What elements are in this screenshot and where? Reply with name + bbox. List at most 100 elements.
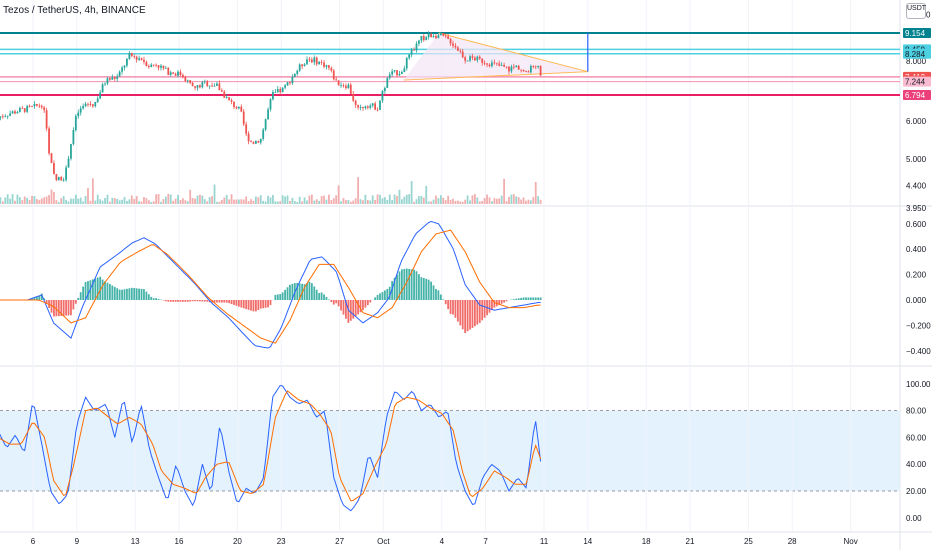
volume-bar [304,197,306,204]
volume-bar [321,196,323,204]
candle-body [72,130,74,144]
candle-body [206,81,208,86]
volume-bar [396,196,398,204]
macd-histogram-bar [382,292,384,300]
macd-histogram-bar [418,274,420,300]
candle-body [253,142,255,144]
candle-body [141,58,143,60]
candle-body [316,58,318,65]
candle-body [537,66,539,67]
macd-histogram-bar [501,300,503,304]
candle-body [214,86,216,87]
candle-body [284,85,286,87]
volume-bar [391,200,393,204]
volume-bar [306,201,308,204]
volume-bar [452,199,454,204]
time-tick-label: 14 [583,537,592,546]
price-badge-label: 9.154 [905,29,926,38]
macd-histogram-bar [75,300,77,304]
candle-body [231,100,233,102]
candle-body [301,64,303,66]
volume-bar [36,199,38,204]
macd-histogram-bar [435,289,437,300]
volume-bar [316,199,318,204]
macd-histogram-bar [484,300,486,318]
candle-body [124,66,126,68]
volume-bar [313,201,315,204]
macd-histogram-bar [408,269,410,300]
macd-histogram-bar [503,300,505,303]
triangle-pattern[interactable] [404,33,588,80]
candle-body [143,60,145,62]
candle-body [496,63,498,64]
candle-body [38,106,40,107]
candle-body [133,56,135,57]
macd-histogram-bar [374,297,376,300]
volume-bar [75,195,77,204]
candle-body [345,86,347,88]
macd-histogram-bar [530,297,532,300]
macd-histogram-bar [464,300,466,333]
macd-histogram-bar [323,294,325,300]
candle-body [291,77,293,83]
volume-bar [72,199,74,204]
candle-body [114,77,116,79]
macd-histogram-bar [136,288,138,300]
candle-body [201,82,203,87]
volume-bar [267,196,269,204]
candle-body [197,85,199,88]
macd-histogram-bar [180,300,182,302]
macd-histogram-bar [240,300,242,308]
macd-histogram-bar [455,300,457,318]
macd-histogram-bar [150,297,152,300]
volume-bar [357,177,359,204]
volume-bar [537,196,539,204]
volume-bar [323,196,325,204]
macd-histogram-bar [243,300,245,308]
volume-bar [515,196,517,204]
volume-bar [362,200,364,204]
candle-body [265,119,267,129]
macd-tick-label: 0.400 [906,245,927,254]
macd-histogram-bar [104,281,106,300]
volume-bar [262,201,264,204]
candle-body [53,163,55,174]
candle-body [491,62,493,66]
macd-histogram-bar [525,297,527,300]
candle-body [92,104,94,106]
candle-body [323,63,325,67]
candle-body [340,85,342,86]
signal-line [0,230,541,343]
macd-histogram-bar [141,289,143,300]
macd-histogram-bar [481,300,483,320]
price-scale[interactable]: 10.0008.0006.0005.0004.4003.9500.6000.40… [906,11,931,523]
macd-tick-label: 0.200 [906,271,927,280]
time-tick-label: Nov [843,537,857,546]
macd-histogram-bar [513,299,515,300]
volume-bar [525,201,527,204]
candle-body [46,110,48,128]
candle-body [131,53,133,56]
macd-histogram-bar [335,300,337,303]
candle-body [411,50,413,55]
currency-button[interactable]: USDT [906,3,926,19]
volume-bar [506,201,508,204]
candle-body [29,106,31,107]
candle-body [532,66,534,67]
volume-bar [170,194,172,204]
macd-histogram-bar [447,300,449,309]
macd-histogram-bar [287,287,289,300]
candle-body [435,36,437,38]
volume-bar [41,198,43,204]
macd-histogram-bar [121,290,123,300]
volume-bar [77,199,79,204]
volume-bar [194,199,196,204]
macd-histogram-bar [182,300,184,302]
macd-histogram-bar [367,300,369,305]
candle-body [459,51,461,52]
candle-body [204,81,206,82]
volume-bar [60,198,62,204]
volume-bar [165,197,167,204]
